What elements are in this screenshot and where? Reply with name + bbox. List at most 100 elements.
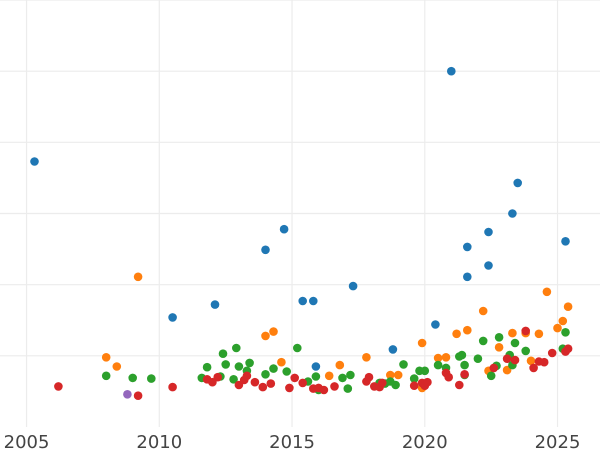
point-red-11 — [266, 379, 276, 388]
point-red-29 — [444, 372, 454, 382]
point-green-9 — [232, 343, 241, 353]
x-tick-label-2010: 2010 — [136, 432, 182, 450]
y-gridlines — [0, 0, 600, 357]
point-red-9 — [250, 377, 260, 387]
point-blue-17 — [513, 178, 522, 188]
point-blue-16 — [508, 209, 517, 218]
x-tick-label-2020: 2020 — [402, 432, 448, 450]
point-green-37 — [473, 354, 483, 364]
point-orange-18 — [494, 343, 504, 352]
point-red-35 — [521, 326, 530, 336]
point-green-31 — [433, 360, 443, 370]
point-green-28 — [409, 374, 419, 383]
point-red-17 — [319, 385, 329, 395]
point-blue-14 — [484, 261, 493, 270]
point-orange-14 — [452, 329, 461, 339]
data-points — [30, 66, 573, 401]
x-tick-labels: 2005 2010 2015 2020 2025 — [4, 432, 581, 450]
point-red-30 — [455, 380, 464, 390]
point-orange-10 — [393, 370, 403, 380]
point-blue-7 — [311, 362, 321, 371]
point-red-5 — [213, 372, 222, 382]
point-blue-6 — [309, 296, 318, 306]
point-red-20 — [364, 372, 374, 382]
point-orange-15 — [463, 325, 472, 335]
point-red-18 — [330, 382, 339, 391]
point-orange-3 — [261, 331, 270, 341]
point-purple-0 — [123, 390, 132, 399]
point-red-14 — [298, 378, 308, 388]
point-green-2 — [147, 374, 156, 383]
point-green-0 — [101, 371, 111, 381]
point-blue-2 — [210, 300, 220, 309]
point-green-18 — [311, 372, 321, 381]
point-red-8 — [242, 371, 252, 381]
point-blue-11 — [447, 66, 456, 76]
point-green-7 — [221, 360, 230, 369]
x-gridlines — [25, 0, 559, 427]
point-red-1 — [133, 391, 143, 401]
point-orange-27 — [563, 302, 573, 312]
point-red-39 — [547, 348, 557, 358]
point-blue-3 — [261, 245, 270, 255]
point-blue-18 — [561, 237, 570, 246]
x-tick-label-2005: 2005 — [4, 432, 50, 450]
point-red-23 — [378, 378, 387, 388]
point-green-26 — [391, 380, 400, 390]
point-green-45 — [521, 346, 530, 356]
point-green-4 — [202, 362, 212, 372]
point-red-34 — [510, 355, 520, 365]
point-blue-10 — [431, 320, 440, 329]
point-red-36 — [529, 363, 538, 373]
point-blue-9 — [388, 345, 398, 354]
point-orange-16 — [478, 306, 488, 316]
point-red-33 — [502, 354, 512, 364]
point-red-38 — [539, 357, 549, 367]
point-orange-4 — [269, 327, 278, 336]
point-green-21 — [346, 370, 355, 380]
point-orange-0 — [101, 353, 111, 362]
point-orange-8 — [362, 353, 371, 362]
point-blue-5 — [298, 296, 308, 306]
point-red-12 — [285, 383, 294, 393]
x-tick-label-2015: 2015 — [269, 432, 315, 450]
point-orange-9 — [386, 370, 395, 380]
point-green-27 — [399, 360, 408, 369]
point-red-41 — [563, 344, 573, 354]
point-orange-13 — [441, 353, 451, 362]
point-green-16 — [293, 343, 302, 353]
point-blue-0 — [30, 157, 39, 166]
point-red-10 — [258, 382, 268, 392]
point-green-39 — [486, 371, 496, 381]
point-green-35 — [460, 360, 469, 370]
point-red-13 — [290, 373, 300, 383]
point-green-1 — [128, 373, 137, 383]
point-red-31 — [460, 370, 469, 379]
point-orange-25 — [553, 323, 562, 333]
point-orange-26 — [558, 316, 568, 326]
point-green-10 — [234, 362, 244, 371]
x-tick-label-2025: 2025 — [535, 432, 581, 450]
point-orange-7 — [335, 360, 345, 370]
point-orange-11 — [417, 338, 427, 348]
point-green-34 — [457, 350, 467, 360]
point-blue-15 — [484, 227, 493, 237]
point-blue-12 — [463, 272, 472, 282]
point-green-14 — [269, 364, 278, 373]
point-green-6 — [218, 349, 228, 359]
point-orange-12 — [433, 353, 443, 363]
point-green-12 — [245, 358, 254, 368]
point-red-0 — [54, 382, 63, 391]
point-red-2 — [168, 382, 177, 392]
point-orange-23 — [534, 329, 544, 339]
point-red-32 — [489, 363, 499, 373]
point-blue-1 — [168, 313, 177, 322]
point-red-27 — [423, 377, 432, 387]
point-orange-24 — [542, 287, 552, 297]
point-green-38 — [478, 336, 488, 346]
point-green-20 — [338, 373, 347, 383]
point-orange-20 — [508, 328, 517, 338]
point-green-47 — [561, 328, 570, 337]
point-orange-22 — [526, 356, 536, 366]
